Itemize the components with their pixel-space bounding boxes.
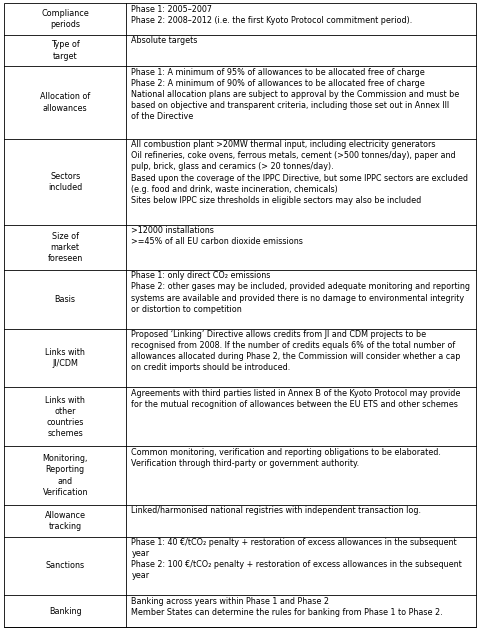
Text: Common monitoring, verification and reporting obligations to be elaborated.
Veri: Common monitoring, verification and repo…: [132, 448, 441, 468]
Text: Basis: Basis: [55, 295, 76, 304]
Text: Sectors
included: Sectors included: [48, 171, 83, 192]
Text: Agreements with third parties listed in Annex B of the Kyoto Protocol may provid: Agreements with third parties listed in …: [132, 389, 461, 409]
Text: Size of
market
foreseen: Size of market foreseen: [48, 232, 83, 263]
Text: Phase 1: 40 €/tCO₂ penalty + restoration of excess allowances in the subsequent
: Phase 1: 40 €/tCO₂ penalty + restoration…: [132, 538, 462, 580]
Text: Allowance
tracking: Allowance tracking: [45, 511, 86, 531]
Text: Phase 1: 2005–2007
Phase 2: 2008–2012 (i.e. the first Kyoto Protocol commitment : Phase 1: 2005–2007 Phase 2: 2008–2012 (i…: [132, 4, 413, 25]
Text: Type of
target: Type of target: [51, 40, 80, 60]
Text: All combustion plant >20MW thermal input, including electricity generators
Oil r: All combustion plant >20MW thermal input…: [132, 140, 468, 205]
Text: Compliance
periods: Compliance periods: [41, 9, 89, 29]
Text: Phase 1: A minimum of 95% of allowances to be allocated free of charge
Phase 2: : Phase 1: A minimum of 95% of allowances …: [132, 68, 460, 122]
Text: Absolute targets: Absolute targets: [132, 37, 198, 45]
Text: Phase 1: only direct CO₂ emissions
Phase 2: other gases may be included, provide: Phase 1: only direct CO₂ emissions Phase…: [132, 272, 470, 314]
Text: Sanctions: Sanctions: [46, 561, 85, 570]
Text: Monitoring,
Reporting
and
Verification: Monitoring, Reporting and Verification: [42, 454, 88, 496]
Text: Linked/harmonised national registries with independent transaction log.: Linked/harmonised national registries wi…: [132, 507, 421, 515]
Text: Links with
JI/CDM: Links with JI/CDM: [45, 348, 85, 368]
Text: Banking across years within Phase 1 and Phase 2
Member States can determine the : Banking across years within Phase 1 and …: [132, 597, 443, 617]
Text: Banking: Banking: [49, 607, 82, 616]
Text: Links with
other
countries
schemes: Links with other countries schemes: [45, 396, 85, 438]
Text: >12000 installations
>=45% of all EU carbon dioxide emissions: >12000 installations >=45% of all EU car…: [132, 226, 303, 246]
Text: Allocation of
allowances: Allocation of allowances: [40, 93, 90, 113]
Text: Proposed ‘Linking’ Directive allows credits from JI and CDM projects to be
recog: Proposed ‘Linking’ Directive allows cred…: [132, 330, 461, 372]
